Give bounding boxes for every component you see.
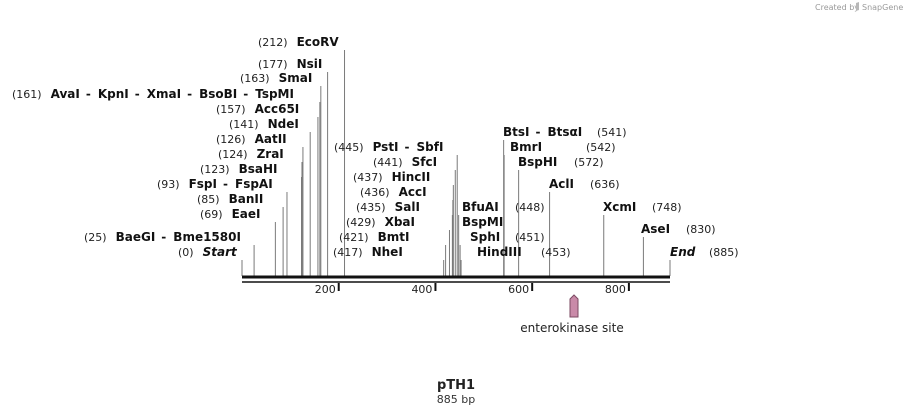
site-position: (177) [258,58,288,71]
enzyme-name[interactable]: BanII [229,192,264,206]
site-position: (437) [353,171,383,184]
snapgene-logo-icon [856,2,859,11]
enzyme-name[interactable]: TspMI [255,87,294,101]
site-position: (85) [197,193,220,206]
enzyme-name[interactable]: SmaI [279,71,313,85]
site-position: (421) [339,231,369,244]
enzyme-separator: - [135,87,140,101]
enzyme-name[interactable]: SbfI [417,140,444,154]
enzyme-separator: - [86,87,91,101]
enzyme-name[interactable]: BspHI [518,155,557,169]
site-position: (448) [515,201,545,214]
enzyme-name[interactable]: SfcI [412,155,437,169]
site-position: (830) [686,223,716,236]
enzyme-name[interactable]: XbaI [385,215,415,229]
enzyme-name[interactable]: AvaI [51,87,80,101]
site-position: (212) [258,36,288,49]
site-position: (123) [200,163,230,176]
enzyme-name[interactable]: AatII [255,132,287,146]
site-position: (93) [157,178,180,191]
enzyme-name[interactable]: SphI [470,230,500,244]
site-position: (163) [240,72,270,85]
site-position: (636) [590,178,620,191]
site-position: (572) [574,156,604,169]
site-position: (541) [597,126,627,139]
site-position: (453) [541,246,571,259]
site-position: (429) [346,216,376,229]
site-position: (436) [360,186,390,199]
enzyme-name[interactable]: FspI [189,177,217,191]
enzyme-separator: - [405,140,410,154]
enzyme-name[interactable]: BspMI [462,215,503,229]
credit-brand: SnapGene [862,3,903,12]
end-label[interactable]: End [670,245,696,259]
enzyme-separator: - [161,230,166,244]
site-position: (441) [373,156,403,169]
enzyme-name[interactable]: BtsαI [548,125,583,139]
enzyme-separator: - [223,177,228,191]
enzyme-name[interactable]: EcoRV [297,35,340,49]
enzyme-name[interactable]: BfuAI [462,200,499,214]
axis-tick-label: 200 [315,283,336,296]
site-position: (885) [709,246,739,259]
start-label[interactable]: Start [203,245,238,259]
enzyme-name[interactable]: EaeI [232,207,261,221]
site-position: (748) [652,201,682,214]
enzyme-name[interactable]: AccI [399,185,427,199]
axis-tick-label: 600 [508,283,529,296]
enzyme-name[interactable]: AclI [549,177,574,191]
enzyme-name[interactable]: Bme1580I [173,230,241,244]
site-position: (445) [334,141,364,154]
enzyme-name[interactable]: PstI [373,140,399,154]
enzyme-name[interactable]: ZraI [257,147,284,161]
site-position: (0) [178,246,194,259]
site-position: (141) [229,118,259,131]
enzyme-name[interactable]: BsaHI [239,162,278,176]
plasmid-length: 885 bp [437,393,475,406]
enzyme-name[interactable]: HincII [392,170,431,184]
site-position: (25) [84,231,107,244]
site-position: (451) [515,231,545,244]
plasmid-name: pTH1 [437,378,475,393]
enzyme-separator: - [536,125,541,139]
enzyme-separator: - [243,87,248,101]
enzyme-name[interactable]: BaeGI [116,230,156,244]
enzyme-name[interactable]: BtsI [503,125,530,139]
enzyme-name[interactable]: Acc65I [255,102,300,116]
site-position: (69) [200,208,223,221]
axis-tick-label: 800 [605,283,626,296]
enzyme-name[interactable]: BmrI [510,140,542,154]
enzyme-name[interactable]: SalI [395,200,420,214]
credit-prefix: Created by [815,3,859,12]
enzyme-name[interactable]: NdeI [268,117,299,131]
site-position: (417) [333,246,363,259]
site-position: (126) [216,133,246,146]
enzyme-separator: - [187,87,192,101]
site-position: (161) [12,88,42,101]
site-position: (435) [356,201,386,214]
enzyme-name[interactable]: AseI [641,222,670,236]
site-position: (124) [218,148,248,161]
enzyme-name[interactable]: BmtI [378,230,410,244]
enzyme-name[interactable]: NheI [372,245,403,259]
svg-text:Created by: Created by [815,3,859,12]
site-position: (157) [216,103,246,116]
feature-label: enterokinase site [520,321,623,335]
enzyme-name[interactable]: KpnI [98,87,129,101]
enzyme-name[interactable]: HindIII [477,245,522,259]
enzyme-name[interactable]: FspAI [235,177,273,191]
axis-tick-label: 400 [411,283,432,296]
site-position: (542) [586,141,616,154]
enterokinase-site-arrow[interactable] [569,294,579,318]
enzyme-name[interactable]: BsoBI [199,87,237,101]
enzyme-name[interactable]: NsiI [297,57,323,71]
enzyme-name[interactable]: XcmI [603,200,636,214]
enzyme-name[interactable]: XmaI [147,87,181,101]
